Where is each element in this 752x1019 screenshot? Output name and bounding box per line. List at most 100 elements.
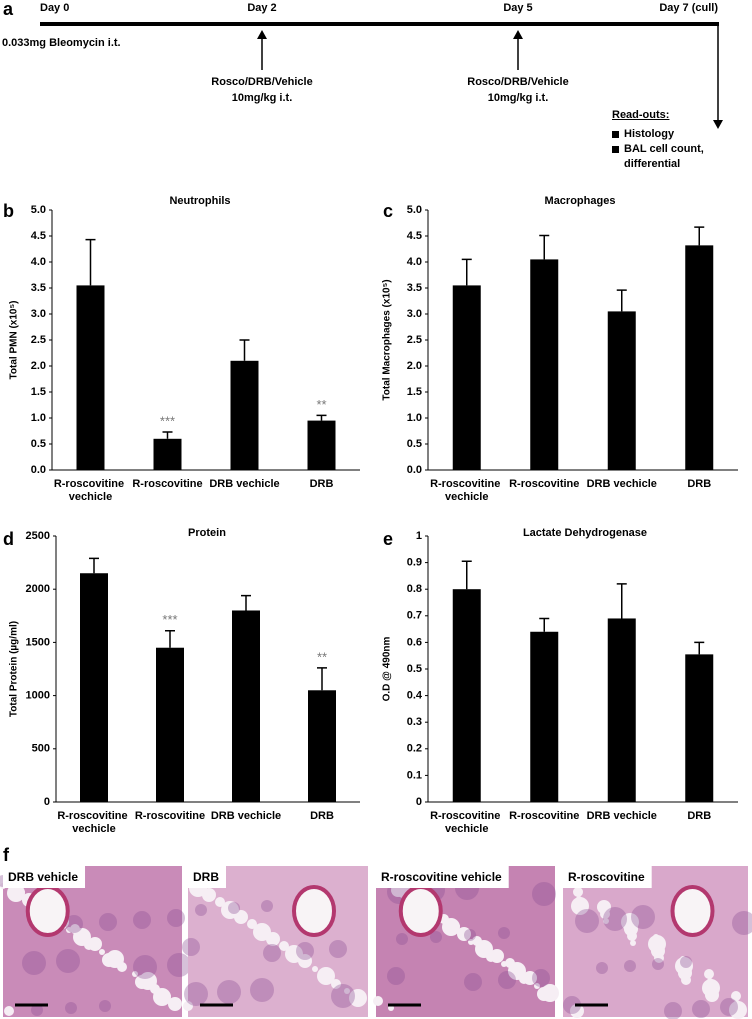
alveolus bbox=[490, 949, 504, 963]
y-tick-label: 3.5 bbox=[31, 282, 46, 294]
bar bbox=[607, 311, 636, 470]
alveolus bbox=[99, 949, 105, 955]
bar bbox=[308, 690, 336, 802]
nuclei bbox=[596, 962, 608, 974]
chart-title: Lactate Dehydrogenase bbox=[523, 527, 647, 539]
label-box bbox=[563, 866, 652, 888]
error-bar bbox=[539, 234, 550, 260]
alveolus bbox=[454, 923, 460, 929]
arrow-head bbox=[713, 120, 723, 129]
bar bbox=[80, 573, 108, 802]
arrow-head bbox=[513, 30, 523, 39]
y-tick-label: 0.5 bbox=[407, 663, 422, 675]
nuclei bbox=[195, 904, 207, 916]
x-tick-label: DRB bbox=[310, 478, 334, 490]
panel-letter: b bbox=[3, 201, 14, 221]
y-tick-label: 0.4 bbox=[407, 690, 423, 702]
nuclei bbox=[133, 911, 151, 929]
alveolus bbox=[472, 936, 482, 946]
bar bbox=[607, 618, 636, 802]
alveolus bbox=[603, 918, 609, 924]
y-tick-label: 1500 bbox=[26, 636, 50, 648]
error-bar bbox=[241, 594, 251, 611]
bar bbox=[530, 259, 559, 470]
nuclei bbox=[263, 944, 281, 962]
nuclei bbox=[720, 998, 738, 1016]
alveolus bbox=[139, 972, 157, 990]
alveolus bbox=[247, 919, 257, 929]
y-tick-label: 0.1 bbox=[407, 769, 422, 781]
histology-image: DRB vehicle bbox=[0, 866, 191, 1017]
alveolus bbox=[600, 909, 610, 919]
alveolus bbox=[681, 975, 691, 985]
bar bbox=[530, 631, 559, 802]
alveolus bbox=[312, 966, 318, 972]
nuclei bbox=[732, 911, 752, 935]
x-tick-label: DRB bbox=[687, 810, 711, 822]
nuclei bbox=[250, 978, 274, 1002]
image-label: R-roscovitine bbox=[568, 870, 645, 884]
alveolus bbox=[457, 927, 471, 941]
nuclei bbox=[228, 902, 240, 914]
y-tick-label: 4.5 bbox=[31, 230, 46, 242]
alveolus bbox=[349, 989, 367, 1007]
panel-letter: e bbox=[383, 529, 393, 549]
y-tick-label: 3.5 bbox=[407, 282, 422, 294]
readout-item: Histology bbox=[612, 127, 706, 142]
nuclei bbox=[680, 956, 692, 968]
nuclei bbox=[624, 960, 636, 972]
panel-letter: a bbox=[3, 0, 14, 19]
significance: *** bbox=[160, 413, 175, 428]
bar bbox=[232, 610, 260, 802]
nuclei bbox=[464, 929, 476, 941]
chart-title: Neutrophils bbox=[169, 195, 230, 207]
nuclei bbox=[396, 933, 408, 945]
nuclei bbox=[532, 882, 556, 906]
alveolus bbox=[373, 996, 383, 1006]
airway bbox=[398, 885, 443, 937]
bar bbox=[230, 360, 259, 470]
error-bar bbox=[165, 629, 175, 648]
nuclei bbox=[167, 909, 185, 927]
y-tick-label: 0.5 bbox=[31, 438, 46, 450]
nuclei bbox=[464, 973, 482, 991]
nuclei bbox=[182, 938, 200, 956]
x-tick-label: R-roscovitine vechicle bbox=[430, 810, 503, 835]
x-tick-label: R-roscovitine bbox=[509, 810, 579, 822]
nuclei bbox=[532, 969, 550, 987]
histology-image: R-roscovitine vehicle bbox=[373, 866, 559, 1017]
error-bar bbox=[694, 226, 705, 246]
bar bbox=[685, 245, 714, 470]
nuclei bbox=[167, 953, 191, 977]
y-tick-label: 1.5 bbox=[31, 386, 46, 398]
nuclei bbox=[99, 913, 117, 931]
alveolus bbox=[331, 979, 341, 989]
nuclei bbox=[217, 980, 241, 1004]
alveolus bbox=[279, 941, 289, 951]
arrow-head bbox=[257, 30, 267, 39]
nuclei bbox=[99, 1000, 111, 1012]
treatment-dose: 10mg/kg i.t. bbox=[232, 92, 293, 104]
alveolus bbox=[505, 958, 515, 968]
y-tick-label: 2.0 bbox=[31, 360, 46, 372]
readout-item: BAL cell count, differential bbox=[612, 142, 706, 172]
alveolus bbox=[7, 884, 25, 902]
error-bar bbox=[539, 617, 550, 632]
y-tick-label: 2500 bbox=[26, 530, 50, 542]
treatment-label: Rosco/DRB/Vehicle bbox=[467, 76, 568, 88]
chart-title: Protein bbox=[188, 527, 226, 539]
alveolus bbox=[183, 1001, 193, 1011]
alveolus bbox=[298, 954, 312, 968]
alveolus bbox=[523, 971, 537, 985]
x-tick-label: R-roscovitine bbox=[135, 810, 205, 822]
day-label: Day 5 bbox=[503, 2, 532, 14]
panel-letter: f bbox=[3, 845, 10, 865]
y-tick-label: 0.6 bbox=[407, 636, 422, 648]
alveolus bbox=[571, 897, 589, 915]
alveolus bbox=[541, 984, 559, 1002]
alveolus bbox=[630, 940, 636, 946]
significance: ** bbox=[316, 397, 326, 412]
x-tick-label: DRB vechicle bbox=[209, 478, 279, 490]
